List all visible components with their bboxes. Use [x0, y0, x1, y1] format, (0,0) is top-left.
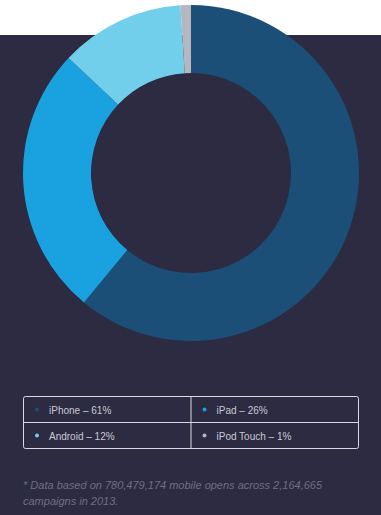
- background-top: [0, 0, 381, 515]
- legend-divider: [23, 422, 358, 423]
- legend-label: iPhone – 61%: [49, 405, 111, 416]
- legend-swatch: [203, 408, 207, 412]
- legend-label: Android – 12%: [49, 431, 115, 442]
- legend-swatch: [35, 408, 39, 412]
- legend-border: [24, 397, 359, 449]
- legend-label: iPod Touch – 1%: [217, 431, 292, 442]
- chart: iPhone – 61% iPad – 26% Android – 12% iPod …: [0, 0, 381, 515]
- legend-swatch: [203, 434, 207, 438]
- page: iPhone – 61% iPad – 26% Android – 12% iPod …: [0, 0, 381, 515]
- slices: [23, 5, 359, 341]
- legend-swatch: [35, 434, 39, 438]
- slice: [69, 5, 185, 104]
- legend-label: iPad – 26%: [217, 405, 268, 416]
- legend: iPhone – 61% iPad – 26% Android – 12% iPod …: [23, 396, 359, 449]
- footnote: * Data based on 780,479,174 mobile opens…: [23, 477, 341, 509]
- slice: [180, 5, 191, 73]
